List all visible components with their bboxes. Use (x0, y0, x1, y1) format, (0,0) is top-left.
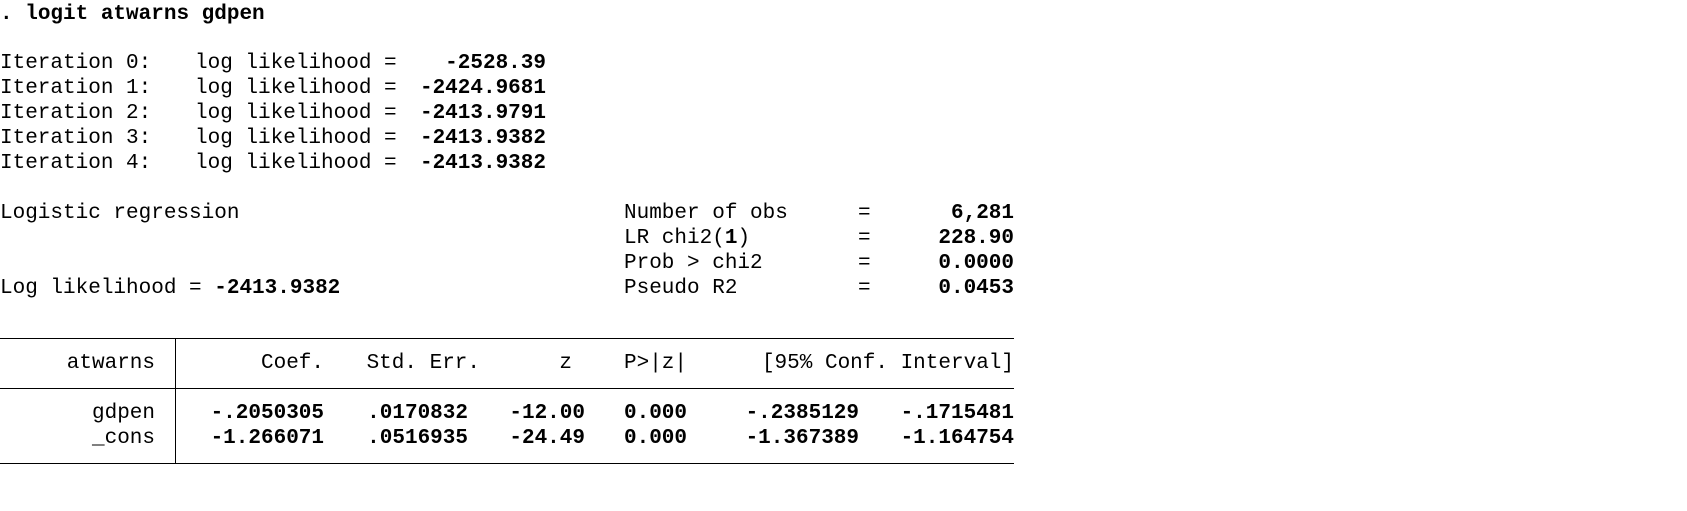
iteration-ll-value: -2413.9791 (419, 102, 546, 125)
iteration-ll-value: -2413.9382 (419, 152, 546, 175)
row-ci-high: -.1715481 (900, 402, 1014, 425)
iteration-ll-label: log likelihood = (195, 152, 397, 175)
row-ci-low: -1.367389 (745, 427, 859, 450)
log-likelihood-label: Log likelihood = (0, 277, 215, 300)
command-text: logit atwarns gdpen (25, 3, 265, 26)
stat-label: LR chi2(1) (624, 226, 750, 251)
coef-header: Coef. (260, 352, 324, 375)
iteration-label: Iteration 0: (0, 52, 152, 75)
stat-label-close: ) (737, 227, 751, 250)
stat-value: 0.0000 (938, 252, 1014, 275)
table-header-rule (0, 388, 1014, 389)
stat-label-text: LR chi2( (624, 227, 725, 250)
stat-value: 0.0453 (938, 277, 1014, 300)
iteration-line: Iteration 1: (0, 76, 151, 101)
iteration-ll-value: -2528.39 (445, 52, 546, 75)
row-coef: -.2050305 (210, 402, 324, 425)
iteration-label: Iteration 2: (0, 102, 152, 125)
stat-value: 228.90 (938, 227, 1014, 250)
iteration-ll-value: -2413.9382 (419, 127, 546, 150)
command-prompt: . (0, 3, 26, 26)
row-p: 0.000 (624, 427, 688, 450)
log-likelihood-value: -2413.9382 (214, 277, 341, 300)
iteration-ll-label: log likelihood = (195, 77, 397, 100)
model-title: Logistic regression (0, 202, 240, 225)
row-varname: _cons (91, 427, 155, 450)
stat-equals: = (858, 227, 871, 250)
stat-equals: = (858, 202, 871, 225)
table-bottom-rule (0, 463, 1014, 464)
iteration-label: Iteration 3: (0, 127, 152, 150)
iteration-ll-label: log likelihood = (195, 52, 397, 75)
iteration-line: Iteration 3: (0, 126, 151, 151)
iteration-line: Iteration 0: (0, 51, 151, 76)
iteration-line: Iteration 2: (0, 101, 151, 126)
row-se: .0516935 (367, 427, 468, 450)
command-line: . logit atwarns gdpen (0, 2, 265, 27)
row-z: -12.00 (509, 402, 585, 425)
row-ci-low: -.2385129 (745, 402, 859, 425)
row-z: -24.49 (509, 427, 585, 450)
row-varname: gdpen (91, 402, 155, 425)
stat-label: Number of obs (624, 202, 788, 225)
iteration-label: Iteration 4: (0, 152, 152, 175)
iteration-label: Iteration 1: (0, 77, 152, 100)
ci-header: [95% Conf. Interval] (761, 352, 1014, 375)
iteration-ll-value: -2424.9681 (419, 77, 546, 100)
row-se: .0170832 (367, 402, 468, 425)
stat-label: Prob > chi2 (624, 252, 763, 275)
table-top-rule (0, 338, 1014, 339)
z-header: z (559, 352, 572, 375)
stat-value: 6,281 (950, 202, 1014, 225)
se-header: Std. Err. (366, 352, 480, 375)
stat-label-df: 1 (724, 227, 738, 250)
row-coef: -1.266071 (210, 427, 324, 450)
row-p: 0.000 (624, 402, 688, 425)
model-log-likelihood: Log likelihood = -2413.9382 (0, 276, 340, 301)
iteration-ll-label: log likelihood = (195, 127, 397, 150)
depvar-header: atwarns (66, 352, 155, 375)
stat-equals: = (858, 277, 871, 300)
iteration-line: Iteration 4: (0, 151, 151, 176)
stat-label: Pseudo R2 (624, 277, 738, 300)
stat-equals: = (858, 252, 871, 275)
iteration-ll-label: log likelihood = (195, 102, 397, 125)
p-header: P>|z| (624, 352, 688, 375)
table-column-divider (175, 338, 176, 463)
row-ci-high: -1.164754 (900, 427, 1014, 450)
